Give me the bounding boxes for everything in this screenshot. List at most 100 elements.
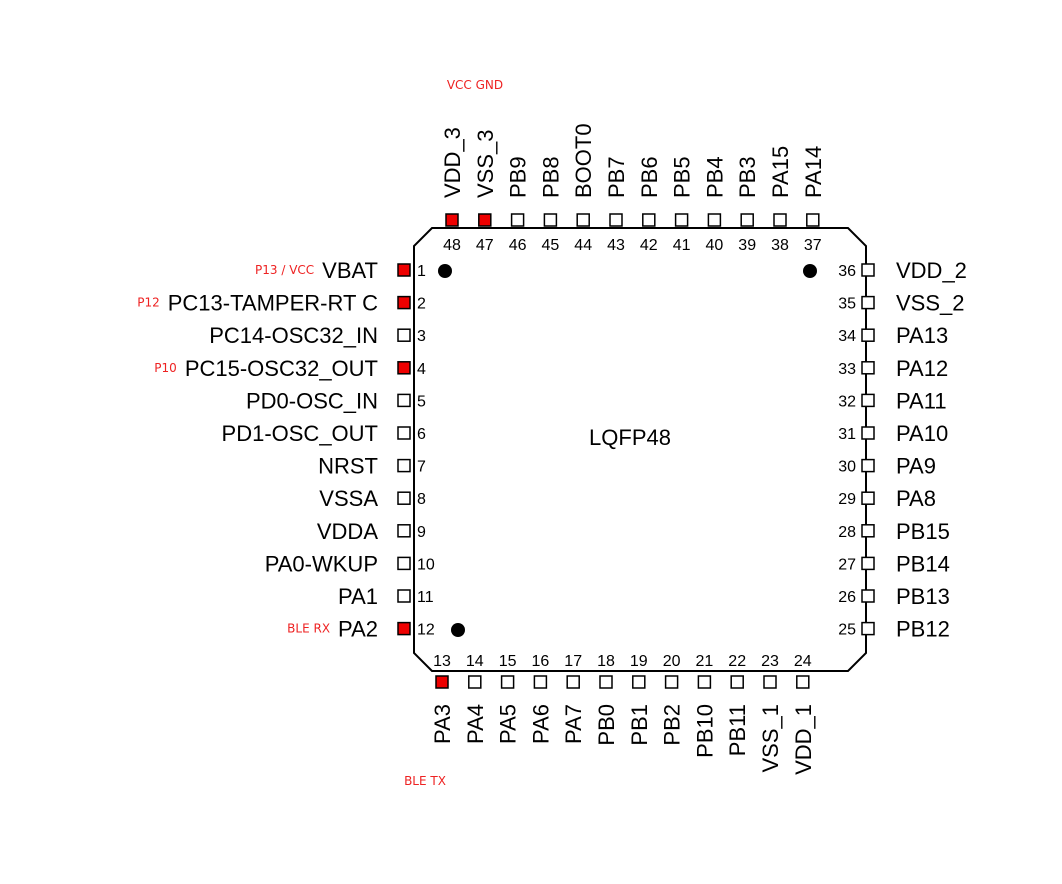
- bottom-ble-tx-note: BLE TX: [404, 774, 446, 788]
- pin-41-label: PB5: [670, 156, 695, 198]
- chip-body-outline: [413, 227, 867, 672]
- pin-25-label: PB12: [896, 617, 950, 642]
- pin-36-pad: [861, 263, 875, 277]
- pin-44-label: BOOT0: [571, 123, 596, 198]
- pin-26-number: 26: [838, 589, 856, 606]
- pin-14-number: 14: [466, 653, 484, 670]
- pin-4-label: PC15-OSC32_OUT: [185, 356, 378, 381]
- pin-20-number: 20: [663, 653, 681, 670]
- pin-32-pad: [861, 393, 875, 408]
- pin-45-pad: [543, 213, 558, 227]
- pin-42-number: 42: [640, 237, 658, 254]
- pin-48-pad: [445, 213, 459, 227]
- pin-44-pad: [576, 213, 590, 227]
- pin-13-label: PA3: [430, 704, 455, 744]
- pin-15-number: 15: [499, 653, 517, 670]
- pin-37-pad: [806, 213, 820, 227]
- pin36-marker-dot: [803, 264, 817, 278]
- pin-22-pad: [730, 675, 744, 689]
- pin-12-annotation: BLE RX: [287, 622, 330, 636]
- pin-40-pad: [707, 213, 722, 227]
- pin-4-annotation: P10: [154, 361, 177, 375]
- pin-28-pad: [861, 524, 875, 538]
- pin-9-label: VDDA: [317, 519, 378, 544]
- pin-45-number: 45: [542, 237, 560, 254]
- pin-20-pad: [664, 675, 679, 689]
- pin-45-label: PB8: [538, 156, 563, 198]
- pin-31-pad: [861, 426, 875, 440]
- pin-4-number: 4: [417, 361, 426, 378]
- pin-28-number: 28: [838, 524, 856, 541]
- pin-33-pad: [861, 361, 875, 375]
- pin-18-pad: [599, 675, 613, 689]
- pin-17-pad: [566, 675, 580, 689]
- pin-37-label: PA14: [801, 146, 826, 198]
- pin-6-pad: [397, 426, 411, 440]
- pin-13-number: 13: [433, 653, 451, 670]
- pin-19-number: 19: [630, 653, 648, 670]
- pin-28-label: PB15: [896, 519, 950, 544]
- pin-8-pad: [397, 491, 411, 505]
- top-power-note: VCC GND: [447, 78, 503, 92]
- pin-31-number: 31: [838, 426, 856, 443]
- pin-1-number: 1: [417, 263, 426, 280]
- pin-14-label: PA4: [463, 704, 488, 744]
- pin-38-number: 38: [771, 237, 789, 254]
- pin-16-pad: [533, 675, 548, 689]
- pin-10-number: 10: [417, 556, 435, 573]
- pin-47-label: VSS_3: [473, 130, 498, 199]
- pin-39-pad: [740, 213, 754, 227]
- pin-8-number: 8: [417, 491, 426, 508]
- pin-36-number: 36: [838, 263, 856, 280]
- pin-15-pad: [500, 675, 515, 689]
- pin-11-label: PA1: [338, 584, 378, 609]
- pin-43-label: PB7: [604, 156, 629, 198]
- pin-35-number: 35: [838, 296, 856, 313]
- pin-32-number: 32: [838, 393, 856, 410]
- pin-25-pad: [861, 621, 875, 636]
- pin-1-label: VBAT: [322, 258, 378, 283]
- pin-21-label: PB10: [692, 704, 717, 758]
- pin-40-number: 40: [706, 237, 724, 254]
- pin-15-label: PA5: [496, 704, 521, 744]
- pin-33-number: 33: [838, 361, 856, 378]
- pin-2-pad: [397, 295, 411, 310]
- pin-2-number: 2: [417, 296, 426, 313]
- pin-41-pad: [674, 213, 689, 227]
- pin-11-number: 11: [417, 589, 434, 606]
- pin-32-label: PA11: [896, 388, 947, 413]
- pin-17-label: PA7: [561, 704, 586, 744]
- pin-17-number: 17: [564, 653, 582, 670]
- pin-46-number: 46: [509, 237, 527, 254]
- pin-5-number: 5: [417, 393, 426, 410]
- pin-27-label: PB14: [896, 551, 950, 576]
- pin-34-number: 34: [838, 328, 856, 345]
- pin-2-annotation: P12: [137, 296, 160, 310]
- pin-29-label: PA8: [896, 486, 936, 511]
- pin-7-pad: [397, 458, 411, 473]
- pin-10-pad: [397, 556, 411, 571]
- pin-12-number: 12: [417, 622, 435, 639]
- pin-12-label: PA2: [338, 617, 378, 642]
- pin-34-label: PA13: [896, 323, 948, 348]
- pin-46-pad: [510, 213, 525, 227]
- pin-26-pad: [861, 589, 875, 603]
- pin-29-pad: [861, 491, 875, 505]
- pin-36-label: VDD_2: [896, 258, 967, 283]
- pin-11-pad: [397, 589, 411, 603]
- pin-19-pad: [632, 675, 646, 689]
- pin-18-label: PB0: [594, 704, 619, 746]
- pin-group: 1 VBAT P13 / VCC 2 PC13-TAMPER-RT C P12 3 PC14-…: [137, 123, 967, 775]
- pin-25-number: 25: [838, 622, 856, 639]
- pin-7-label: NRST: [318, 454, 378, 479]
- pin-21-pad: [697, 675, 712, 689]
- pin-35-label: VSS_2: [896, 291, 965, 316]
- pin-26-label: PB13: [896, 584, 950, 609]
- pin-48-number: 48: [443, 237, 461, 254]
- pin-5-label: PD0-OSC_IN: [246, 388, 378, 413]
- pin-48-label: VDD_3: [440, 127, 465, 198]
- pin-9-number: 9: [417, 524, 426, 541]
- pin-9-pad: [397, 524, 411, 538]
- pin-21-number: 21: [696, 653, 714, 670]
